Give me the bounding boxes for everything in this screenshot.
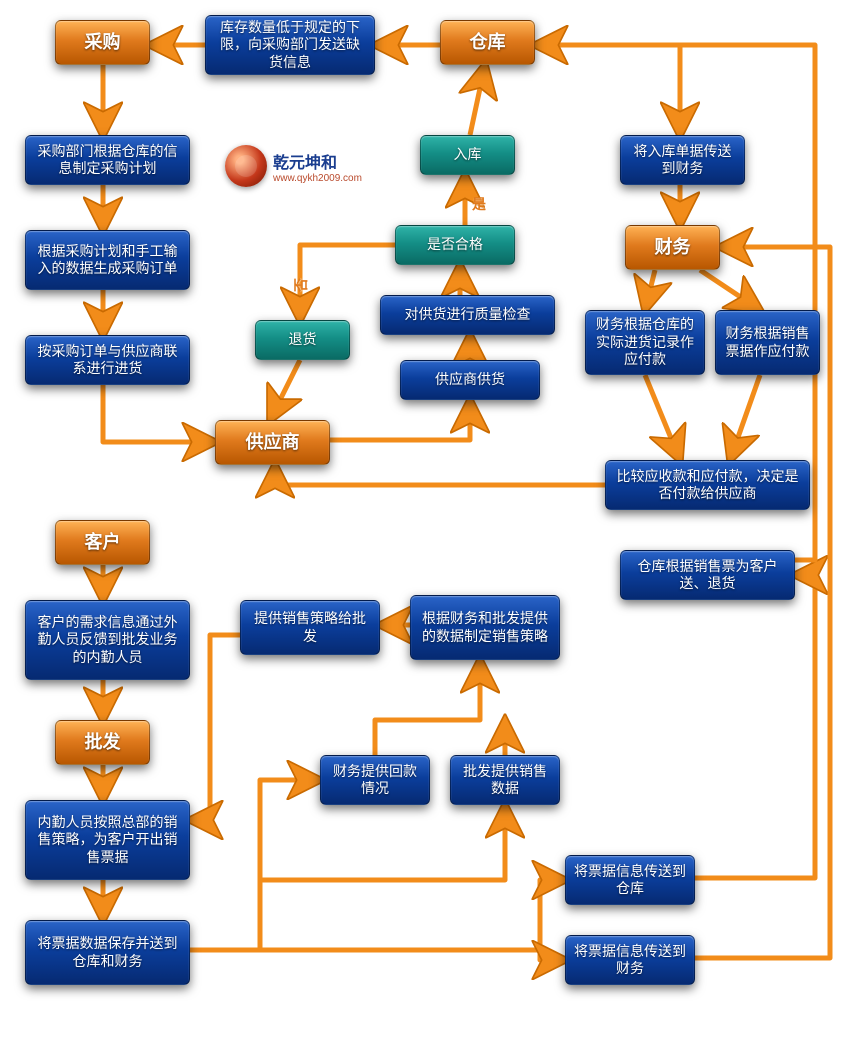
edge <box>695 575 815 878</box>
node-save_send: 将票据数据保存并送到仓库和财务 <box>25 920 190 985</box>
node-supplier: 供应商 <box>215 420 330 465</box>
edge <box>470 65 485 135</box>
node-order: 根据采购计划和手工输入的数据生成采购订单 <box>25 230 190 290</box>
node-in_store: 入库 <box>420 135 515 175</box>
edge <box>645 375 680 460</box>
node-whole_data: 批发提供销售数据 <box>450 755 560 805</box>
node-demand: 客户的需求信息通过外勤人员反馈到批发业务的内勤人员 <box>25 600 190 680</box>
node-contact: 按采购订单与供应商联系进行进货 <box>25 335 190 385</box>
node-quality: 对供货进行质量检查 <box>380 295 555 335</box>
node-ship: 仓库根据销售票为客户送、退货 <box>620 550 795 600</box>
node-payable2: 财务根据销售票据作应付款 <box>715 310 820 375</box>
edge <box>190 635 240 820</box>
node-strategy_out: 提供销售策略给批发 <box>240 600 380 655</box>
logo-text: 乾元坤和 <box>273 155 337 172</box>
edge <box>540 950 565 960</box>
edge <box>645 270 655 310</box>
edge <box>260 805 505 880</box>
node-wholesale: 批发 <box>55 720 150 765</box>
node-return: 退货 <box>255 320 350 360</box>
brand-logo: 乾元坤和 www.qykh2009.com <box>225 145 362 187</box>
edge <box>103 385 215 442</box>
edge-label-no: 否 <box>291 278 311 292</box>
edge <box>700 270 760 310</box>
node-plan: 采购部门根据仓库的信息制定采购计划 <box>25 135 190 185</box>
node-to_wh: 将票据信息传送到仓库 <box>565 855 695 905</box>
node-low_stock: 库存数量低于规定的下限，向采购部门发送缺货信息 <box>205 15 375 75</box>
node-payable1: 财务根据仓库的实际进货记录作应付款 <box>585 310 705 375</box>
node-finance: 财务 <box>625 225 720 270</box>
flowchart-canvas: 乾元坤和 www.qykh2009.com 采购 库存数量低于规定的下限，向采购部… <box>0 0 843 1062</box>
edge <box>190 780 320 950</box>
logo-icon <box>225 145 267 187</box>
node-fin_return: 财务提供回款情况 <box>320 755 430 805</box>
node-strategy_make: 根据财务和批发提供的数据制定销售策略 <box>410 595 560 660</box>
node-qualified: 是否合格 <box>395 225 515 265</box>
edge-label-yes: 是 <box>472 194 486 214</box>
node-to_fin: 将票据信息传送到财务 <box>565 935 695 985</box>
edge <box>260 880 565 950</box>
node-issue: 内勤人员按照总部的销售策略，为客户开出销售票据 <box>25 800 190 880</box>
logo-sub: www.qykh2009.com <box>273 173 362 184</box>
node-supply: 供应商供货 <box>400 360 540 400</box>
edge <box>375 660 480 755</box>
node-compare: 比较应收款和应付款，决定是否付款给供应商 <box>605 460 810 510</box>
edge <box>330 400 470 440</box>
node-send_fin: 将入库单据传送到财务 <box>620 135 745 185</box>
edge <box>535 45 680 135</box>
node-warehouse: 仓库 <box>440 20 535 65</box>
edge <box>730 375 760 460</box>
edge <box>275 465 605 485</box>
edge <box>270 360 300 420</box>
node-purchase: 采购 <box>55 20 150 65</box>
node-customer: 客户 <box>55 520 150 565</box>
